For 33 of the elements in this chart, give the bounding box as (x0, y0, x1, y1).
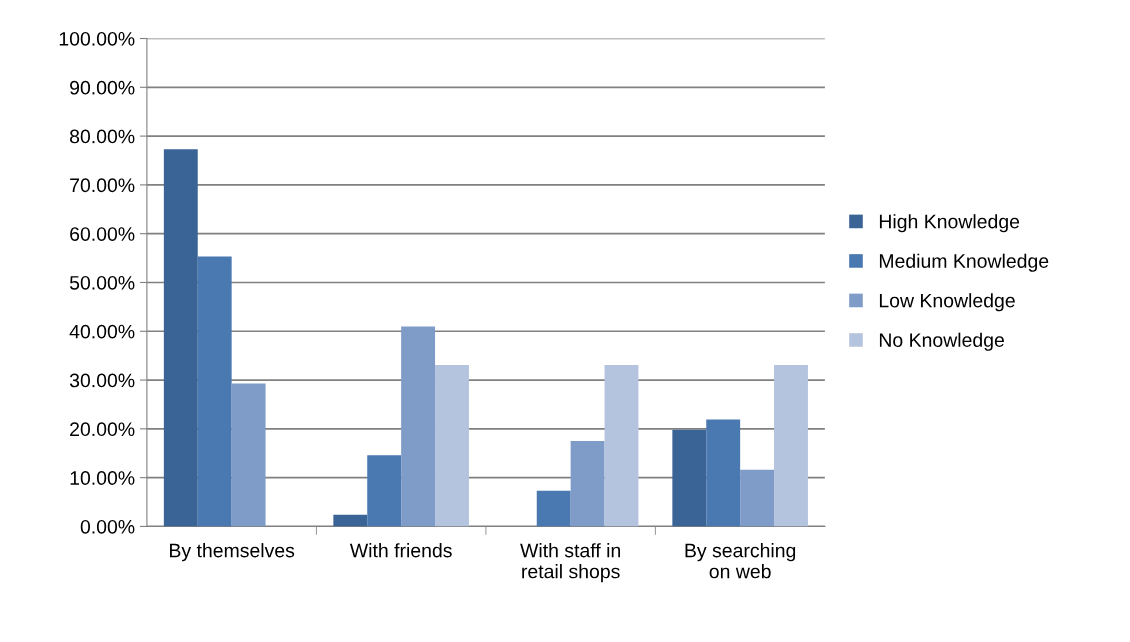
legend-label: High Knowledge (879, 214, 1020, 233)
y-tick-label: 20.00% (70, 422, 135, 437)
bar (197, 256, 232, 527)
y-tick-label: 60.00% (70, 227, 135, 241)
bar (163, 149, 198, 527)
bar (401, 326, 436, 527)
bar (706, 419, 741, 527)
bar (740, 469, 775, 527)
bar (570, 441, 605, 527)
bar (604, 364, 639, 527)
y-tick-label: 0.00% (80, 519, 135, 534)
legend-label: No Knowledge (879, 332, 1004, 351)
x-tick-label: By themselves (170, 543, 295, 562)
y-tick-label: 50.00% (69, 275, 135, 290)
x-tick-label: With staff in retail shops (520, 543, 621, 583)
bar (231, 383, 266, 527)
bar (367, 455, 402, 527)
legend-label: Medium Knowledge (879, 253, 1049, 272)
y-tick-label: 90.00% (70, 80, 135, 95)
bar (333, 514, 368, 527)
y-tick-label: 100.00% (59, 31, 135, 46)
x-tick-label: With friends (349, 543, 452, 558)
y-tick-label: 30.00% (69, 373, 135, 388)
bar (672, 429, 707, 527)
legend-label: Low Knowledge (879, 293, 1015, 312)
y-tick-label: 80.00% (70, 129, 135, 144)
bar (435, 364, 469, 527)
y-tick-label: 70.00% (70, 178, 135, 193)
x-tick-label: By searching on web (685, 543, 796, 579)
y-tick-label: 40.00% (69, 324, 135, 339)
bar (536, 490, 571, 527)
bar (774, 364, 808, 527)
y-tick-label: 10.00% (70, 471, 135, 485)
